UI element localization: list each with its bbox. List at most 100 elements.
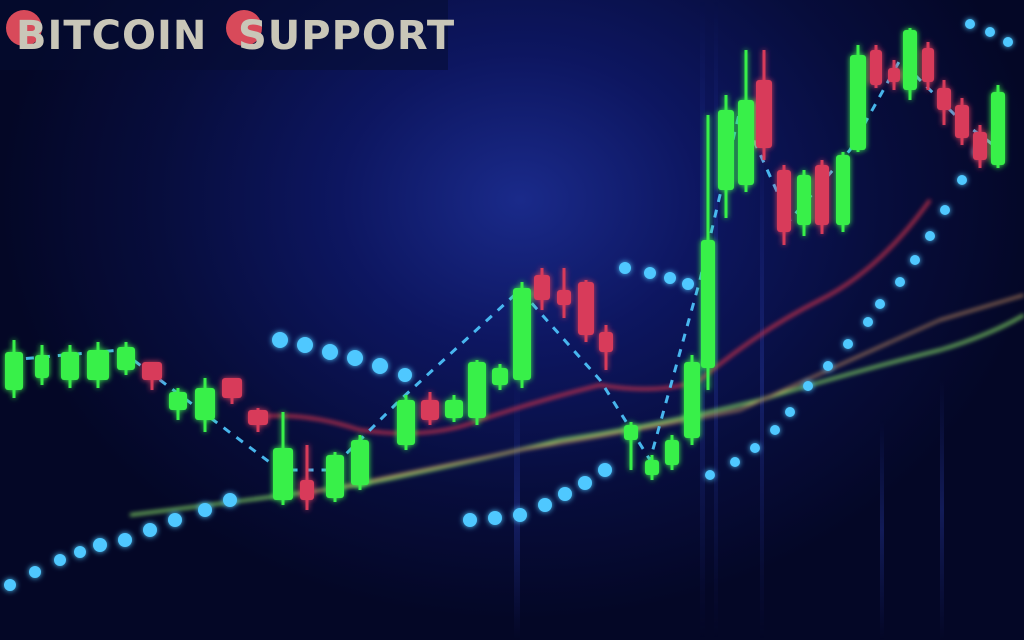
indicator-dot	[513, 508, 527, 522]
indicator-dot	[558, 487, 572, 501]
bearish-candle	[777, 165, 791, 245]
bearish-candle	[421, 392, 439, 425]
moving-average-orange	[299, 294, 1024, 496]
bullish-candle	[718, 95, 734, 218]
bearish-candle	[955, 98, 969, 145]
bullish-candle	[684, 355, 700, 445]
logo-dot-icon	[6, 10, 42, 46]
brand-logo: BITCOIN SUPPORT	[0, 0, 454, 70]
bearish-candle	[300, 445, 314, 510]
bullish-candle	[169, 388, 187, 420]
indicator-dot	[985, 27, 995, 37]
bearish-candle	[922, 42, 934, 90]
bullish-candle	[624, 422, 638, 470]
bearish-candle	[222, 378, 242, 404]
indicator-dot	[863, 317, 873, 327]
indicator-dot	[875, 299, 885, 309]
indicator-dot	[940, 205, 950, 215]
indicator-dot	[54, 554, 66, 566]
bullish-candle	[836, 152, 850, 232]
indicator-dot	[168, 513, 182, 527]
indicator-dot	[910, 255, 920, 265]
bullish-candle	[397, 395, 415, 450]
indicator-dot	[957, 175, 967, 185]
bullish-candle	[701, 115, 715, 390]
indicator-dot	[664, 272, 676, 284]
bullish-candle	[87, 342, 109, 388]
bullish-candle	[117, 342, 135, 375]
indicator-dot	[93, 538, 107, 552]
bearish-candle	[557, 268, 571, 318]
indicator-dot	[1003, 37, 1013, 47]
bearish-candle	[578, 280, 594, 342]
indicator-dot	[538, 498, 552, 512]
indicator-dot	[74, 546, 86, 558]
indicator-dot	[488, 511, 502, 525]
indicator-dot	[4, 579, 16, 591]
bullish-candle	[665, 435, 679, 470]
bullish-candle	[61, 345, 79, 388]
bullish-candle	[797, 170, 811, 236]
bullish-candle	[645, 455, 659, 480]
bearish-candle	[815, 160, 829, 234]
logo-word-support: SUPPORT	[238, 13, 456, 59]
bullish-candle	[351, 435, 369, 490]
bearish-candle	[756, 50, 772, 160]
bullish-candle	[326, 452, 344, 502]
indicator-dot	[463, 513, 477, 527]
indicator-dot	[578, 476, 592, 490]
indicator-dot	[29, 566, 41, 578]
indicator-dot	[965, 19, 975, 29]
indicator-dot	[750, 443, 760, 453]
indicator-dot	[843, 339, 853, 349]
bullish-candle	[273, 412, 293, 505]
bullish-candle	[513, 282, 531, 388]
moving-average-red	[249, 199, 932, 435]
indicator-dot	[770, 425, 780, 435]
bullish-candle	[35, 345, 49, 385]
bearish-candle	[973, 125, 987, 168]
indicator-dot	[823, 361, 833, 371]
indicator-dot	[619, 262, 631, 274]
moving-average-lines	[129, 199, 1024, 517]
bullish-candle	[738, 50, 754, 192]
indicator-dot	[644, 267, 656, 279]
logo-dot-icon	[226, 10, 262, 46]
indicator-dot	[198, 503, 212, 517]
indicator-dot	[223, 493, 237, 507]
indicator-dot	[372, 358, 388, 374]
bearish-candle	[599, 325, 613, 370]
indicator-dot	[347, 350, 363, 366]
bullish-candle	[195, 378, 215, 432]
bullish-candle	[468, 360, 486, 425]
bearish-candle	[870, 45, 882, 88]
indicator-dot	[143, 523, 157, 537]
bearish-candle	[534, 268, 550, 310]
indicator-dot	[785, 407, 795, 417]
bearish-candle	[937, 80, 951, 125]
indicator-dot	[803, 381, 813, 391]
indicator-dot	[398, 368, 412, 382]
indicator-dot	[297, 337, 313, 353]
logo-word-bitcoin: BITCOIN	[16, 13, 208, 59]
candles	[5, 28, 1005, 510]
bullish-candle	[5, 340, 23, 398]
bullish-candle	[903, 28, 917, 100]
indicator-dot	[272, 332, 288, 348]
indicator-dot	[895, 277, 905, 287]
bearish-candle	[142, 362, 162, 390]
trend-line-dashed	[9, 57, 1001, 472]
indicator-dot	[705, 470, 715, 480]
indicator-dot	[118, 533, 132, 547]
bullish-candle	[991, 85, 1005, 168]
indicator-dot	[682, 278, 694, 290]
bullish-candle	[850, 45, 866, 152]
bullish-candle	[445, 395, 463, 422]
indicator-dot	[730, 457, 740, 467]
bearish-candle	[248, 408, 268, 432]
indicator-dot	[598, 463, 612, 477]
bullish-candle	[492, 364, 508, 390]
indicator-dot	[322, 344, 338, 360]
